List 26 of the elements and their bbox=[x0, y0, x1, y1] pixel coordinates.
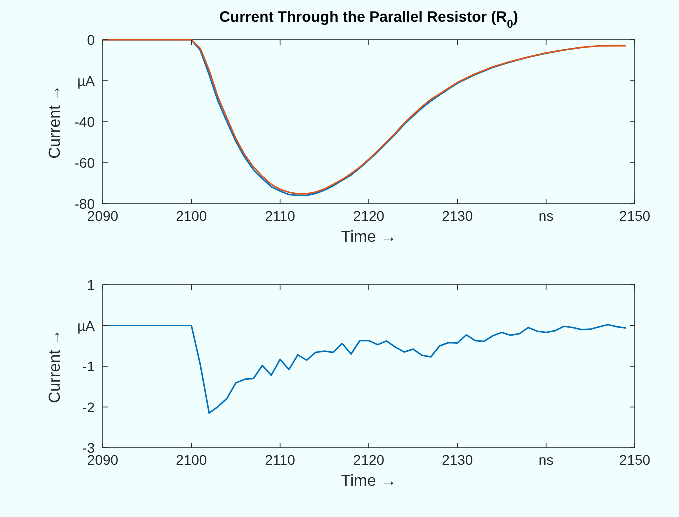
x-axis-title: Time → bbox=[341, 473, 397, 490]
x-tick-label: 2100 bbox=[176, 208, 208, 224]
y-tick-label: -60 bbox=[74, 155, 96, 171]
x-axis-title: Time → bbox=[341, 229, 397, 246]
line-series bbox=[102, 324, 627, 414]
y-tick-label: 0 bbox=[87, 32, 96, 48]
x-tick-label: ns bbox=[538, 208, 554, 224]
y-tick-label: µA bbox=[78, 318, 96, 334]
x-tick-label: 2130 bbox=[442, 208, 474, 224]
x-tick-label: 2150 bbox=[619, 208, 651, 224]
chart-title: Current Through the Parallel Resistor (R$_{0}$) bbox=[220, 9, 518, 31]
x-tick-label: 2100 bbox=[176, 452, 208, 468]
y-tick-label: -40 bbox=[74, 114, 96, 130]
x-tick-label: 2150 bbox=[619, 452, 651, 468]
y-tick-label: -1 bbox=[82, 358, 96, 374]
y-tick-label: µA bbox=[78, 73, 96, 89]
x-tick-label: ns bbox=[538, 452, 554, 468]
y-axis-title: Current → bbox=[47, 330, 64, 404]
x-tick-label: 2120 bbox=[353, 208, 385, 224]
x-tick-label: 2130 bbox=[442, 452, 474, 468]
x-tick-label: 2110 bbox=[265, 208, 296, 224]
y-tick-label: 1 bbox=[87, 277, 96, 293]
y-axis-title: Current → bbox=[47, 85, 64, 159]
x-tick-label: 2110 bbox=[265, 452, 296, 468]
x-tick-label: 2120 bbox=[353, 452, 385, 468]
y-tick-label: -2 bbox=[82, 399, 96, 416]
